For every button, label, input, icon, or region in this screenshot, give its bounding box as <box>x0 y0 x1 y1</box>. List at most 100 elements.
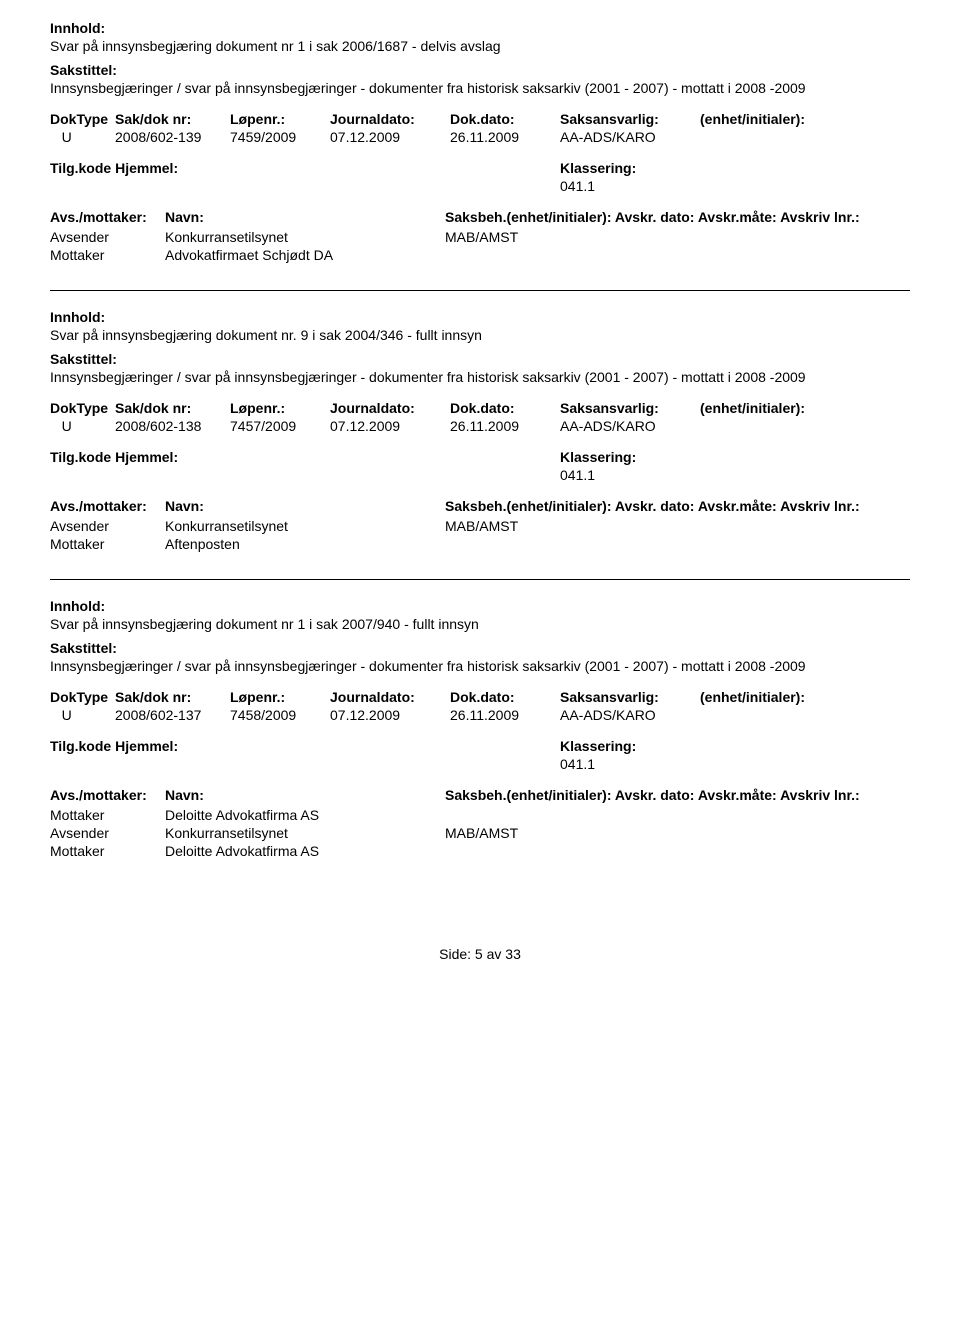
klassering-value: 041.1 <box>560 756 595 772</box>
party-name: Konkurransetilsynet <box>165 229 445 245</box>
party-role: Mottaker <box>50 247 165 263</box>
col-lopenr-label: Løpenr.: <box>230 689 330 705</box>
sakstittel-label: Sakstittel: <box>50 640 910 656</box>
tilgkode-label: Tilg.kode Hjemmel: <box>50 738 560 772</box>
page-footer: Side: 5 av 33 <box>50 946 910 962</box>
party-row: Mottaker Aftenposten <box>50 536 910 552</box>
klassering-label: Klassering: <box>560 160 910 176</box>
klassering-label: Klassering: <box>560 738 910 754</box>
party-header: Avs./mottaker: Navn: Saksbeh.(enhet/init… <box>50 498 910 514</box>
col-saksansvarlig-label: Saksansvarlig: <box>560 689 700 705</box>
col-doktype-label: DokType <box>50 111 115 127</box>
party-code <box>445 536 910 552</box>
col-dokdato-label: Dok.dato: <box>450 111 560 127</box>
party-name: Aftenposten <box>165 536 445 552</box>
navn-label: Navn: <box>165 209 445 225</box>
party-row: Avsender Konkurransetilsynet MAB/AMST <box>50 518 910 534</box>
party-role: Mottaker <box>50 536 165 552</box>
saksbeh-label: Saksbeh.(enhet/initialer): Avskr. dato: … <box>445 498 910 514</box>
columns-header: DokType Sak/dok nr: Løpenr.: Journaldato… <box>50 689 910 705</box>
sakdok-value: 2008/602-138 <box>115 418 230 434</box>
data-row: U 2008/602-139 7459/2009 07.12.2009 26.1… <box>50 129 910 145</box>
party-name: Deloitte Advokatfirma AS <box>165 843 445 859</box>
dokdato-value: 26.11.2009 <box>450 418 560 434</box>
saksansvarlig-value: AA-ADS/KARO <box>560 418 700 434</box>
party-code: MAB/AMST <box>445 825 910 841</box>
col-enhet-label: (enhet/initialer): <box>700 400 850 416</box>
sakstittel-text: Innsynsbegjæringer / svar på innsynsbegj… <box>50 80 910 96</box>
col-sakdok-label: Sak/dok nr: <box>115 111 230 127</box>
col-doktype-label: DokType <box>50 400 115 416</box>
data-row: U 2008/602-137 7458/2009 07.12.2009 26.1… <box>50 707 910 723</box>
avsmottaker-label: Avs./mottaker: <box>50 209 165 225</box>
col-doktype-label: DokType <box>50 689 115 705</box>
party-row: Mottaker Advokatfirmaet Schjødt DA <box>50 247 910 263</box>
tilgkode-label: Tilg.kode Hjemmel: <box>50 160 560 194</box>
columns-header: DokType Sak/dok nr: Løpenr.: Journaldato… <box>50 111 910 127</box>
avsmottaker-label: Avs./mottaker: <box>50 787 165 803</box>
record: Innhold: Svar på innsynsbegjæring dokume… <box>50 309 910 580</box>
journaldato-value: 07.12.2009 <box>330 418 450 434</box>
innhold-text: Svar på innsynsbegjæring dokument nr 1 i… <box>50 38 910 54</box>
saksbeh-label: Saksbeh.(enhet/initialer): Avskr. dato: … <box>445 787 910 803</box>
col-enhet-label: (enhet/initialer): <box>700 111 850 127</box>
party-code <box>445 807 910 823</box>
party-name: Deloitte Advokatfirma AS <box>165 807 445 823</box>
avsmottaker-label: Avs./mottaker: <box>50 498 165 514</box>
party-role: Avsender <box>50 825 165 841</box>
saksansvarlig-value: AA-ADS/KARO <box>560 129 700 145</box>
sakstittel-label: Sakstittel: <box>50 62 910 78</box>
columns-header: DokType Sak/dok nr: Løpenr.: Journaldato… <box>50 400 910 416</box>
klassering-value: 041.1 <box>560 178 595 194</box>
klassering-label: Klassering: <box>560 449 910 465</box>
col-saksansvarlig-label: Saksansvarlig: <box>560 400 700 416</box>
record: Innhold: Svar på innsynsbegjæring dokume… <box>50 20 910 291</box>
col-dokdato-label: Dok.dato: <box>450 689 560 705</box>
innhold-text: Svar på innsynsbegjæring dokument nr. 9 … <box>50 327 910 343</box>
col-dokdato-label: Dok.dato: <box>450 400 560 416</box>
sakdok-value: 2008/602-137 <box>115 707 230 723</box>
col-lopenr-label: Løpenr.: <box>230 400 330 416</box>
enhet-value <box>700 707 850 723</box>
party-code: MAB/AMST <box>445 229 910 245</box>
sakstittel-text: Innsynsbegjæringer / svar på innsynsbegj… <box>50 658 910 674</box>
party-code <box>445 247 910 263</box>
tilg-row: Tilg.kode Hjemmel: Klassering: 041.1 <box>50 738 910 772</box>
journaldato-value: 07.12.2009 <box>330 707 450 723</box>
enhet-value <box>700 418 850 434</box>
journaldato-value: 07.12.2009 <box>330 129 450 145</box>
col-journaldato-label: Journaldato: <box>330 111 450 127</box>
col-journaldato-label: Journaldato: <box>330 400 450 416</box>
navn-label: Navn: <box>165 498 445 514</box>
tilg-row: Tilg.kode Hjemmel: Klassering: 041.1 <box>50 160 910 194</box>
innhold-text: Svar på innsynsbegjæring dokument nr 1 i… <box>50 616 910 632</box>
navn-label: Navn: <box>165 787 445 803</box>
tilg-row: Tilg.kode Hjemmel: Klassering: 041.1 <box>50 449 910 483</box>
saksbeh-label: Saksbeh.(enhet/initialer): Avskr. dato: … <box>445 209 910 225</box>
col-enhet-label: (enhet/initialer): <box>700 689 850 705</box>
saksansvarlig-value: AA-ADS/KARO <box>560 707 700 723</box>
party-header: Avs./mottaker: Navn: Saksbeh.(enhet/init… <box>50 209 910 225</box>
party-row: Mottaker Deloitte Advokatfirma AS <box>50 843 910 859</box>
party-name: Advokatfirmaet Schjødt DA <box>165 247 445 263</box>
party-role: Mottaker <box>50 843 165 859</box>
party-name: Konkurransetilsynet <box>165 825 445 841</box>
sakstittel-text: Innsynsbegjæringer / svar på innsynsbegj… <box>50 369 910 385</box>
col-sakdok-label: Sak/dok nr: <box>115 689 230 705</box>
party-code: MAB/AMST <box>445 518 910 534</box>
dokdato-value: 26.11.2009 <box>450 707 560 723</box>
record: Innhold: Svar på innsynsbegjæring dokume… <box>50 598 910 886</box>
party-row: Mottaker Deloitte Advokatfirma AS <box>50 807 910 823</box>
col-sakdok-label: Sak/dok nr: <box>115 400 230 416</box>
enhet-value <box>700 129 850 145</box>
sakstittel-label: Sakstittel: <box>50 351 910 367</box>
party-role: Avsender <box>50 229 165 245</box>
col-lopenr-label: Løpenr.: <box>230 111 330 127</box>
innhold-label: Innhold: <box>50 309 910 325</box>
party-role: Avsender <box>50 518 165 534</box>
party-header: Avs./mottaker: Navn: Saksbeh.(enhet/init… <box>50 787 910 803</box>
tilgkode-label: Tilg.kode Hjemmel: <box>50 449 560 483</box>
party-name: Konkurransetilsynet <box>165 518 445 534</box>
col-saksansvarlig-label: Saksansvarlig: <box>560 111 700 127</box>
party-code <box>445 843 910 859</box>
